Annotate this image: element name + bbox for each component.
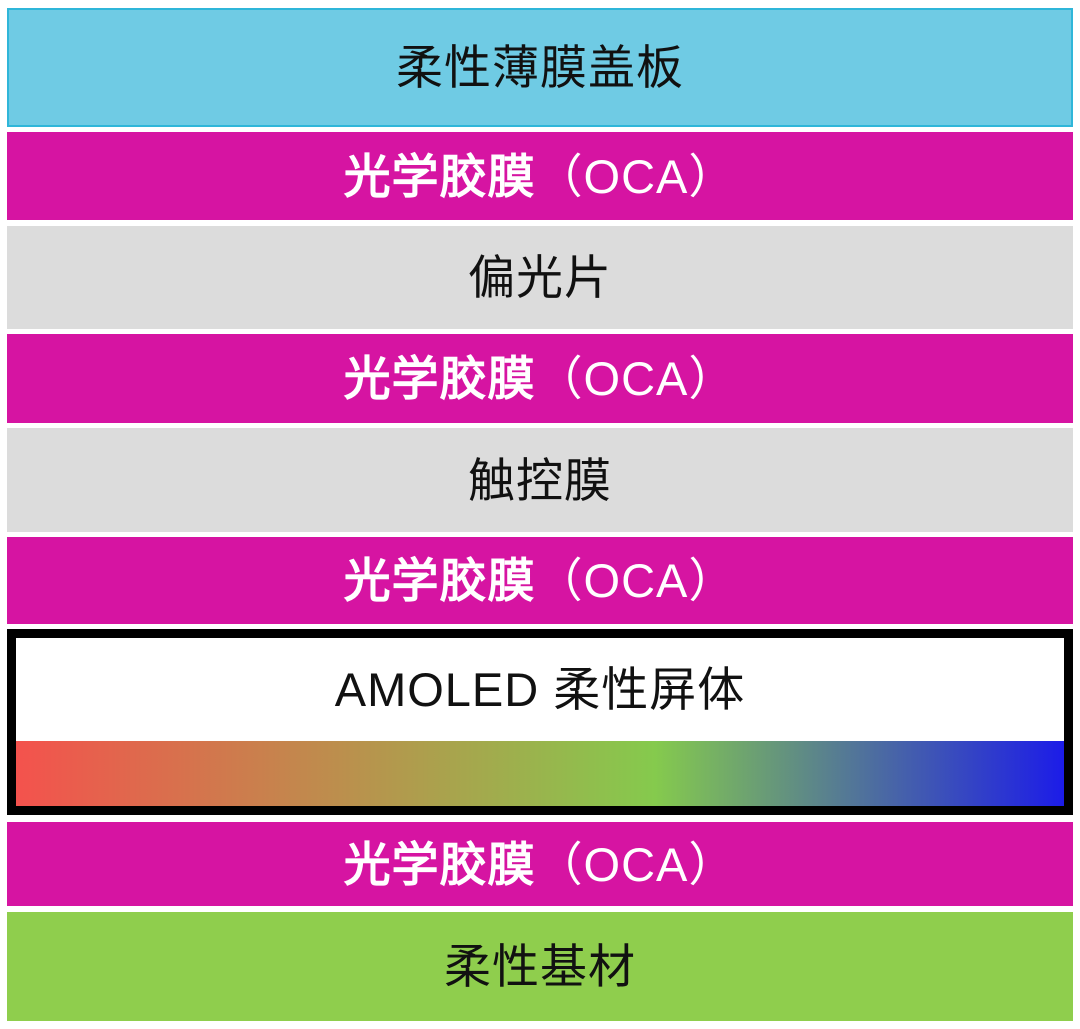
layer-oca-1-label: 光学胶膜（OCA）	[344, 153, 737, 200]
layer-polarizer-label: 偏光片	[468, 251, 612, 304]
layer-oca-1: 光学胶膜（OCA）	[7, 132, 1073, 220]
layer-oca-4: 光学胶膜（OCA）	[7, 822, 1073, 906]
layer-oca-2: 光学胶膜（OCA）	[7, 334, 1073, 423]
oca-label-suffix: （OCA）	[535, 554, 737, 607]
oca-label-suffix: （OCA）	[535, 149, 737, 203]
layer-touch-film: 触控膜	[7, 428, 1073, 532]
layer-substrate-label: 柔性基材	[444, 940, 636, 993]
layer-substrate: 柔性基材	[7, 912, 1073, 1021]
layer-cover-film-label: 柔性薄膜盖板	[396, 41, 684, 94]
oca-label-suffix: （OCA）	[535, 837, 737, 891]
layer-amoled-panel-label: AMOLED 柔性屏体	[334, 663, 746, 716]
rgb-gradient-bar	[16, 741, 1064, 806]
oca-label-bold: 光学胶膜	[343, 837, 536, 891]
layer-amoled-panel: AMOLED 柔性屏体	[7, 629, 1073, 815]
layer-oca-3: 光学胶膜（OCA）	[7, 537, 1073, 624]
oca-label-bold: 光学胶膜	[343, 352, 536, 405]
amoled-panel-label-area: AMOLED 柔性屏体	[16, 638, 1064, 741]
layer-touch-film-label: 触控膜	[468, 453, 612, 507]
layer-oca-2-label: 光学胶膜（OCA）	[344, 355, 737, 402]
oca-label-bold: 光学胶膜	[343, 554, 536, 607]
layer-oca-4-label: 光学胶膜（OCA）	[344, 841, 737, 888]
oca-label-suffix: （OCA）	[535, 352, 737, 405]
layer-cover-film: 柔性薄膜盖板	[7, 8, 1073, 127]
oca-label-bold: 光学胶膜	[343, 149, 536, 203]
layer-polarizer: 偏光片	[7, 226, 1073, 329]
layer-oca-3-label: 光学胶膜（OCA）	[344, 557, 737, 604]
